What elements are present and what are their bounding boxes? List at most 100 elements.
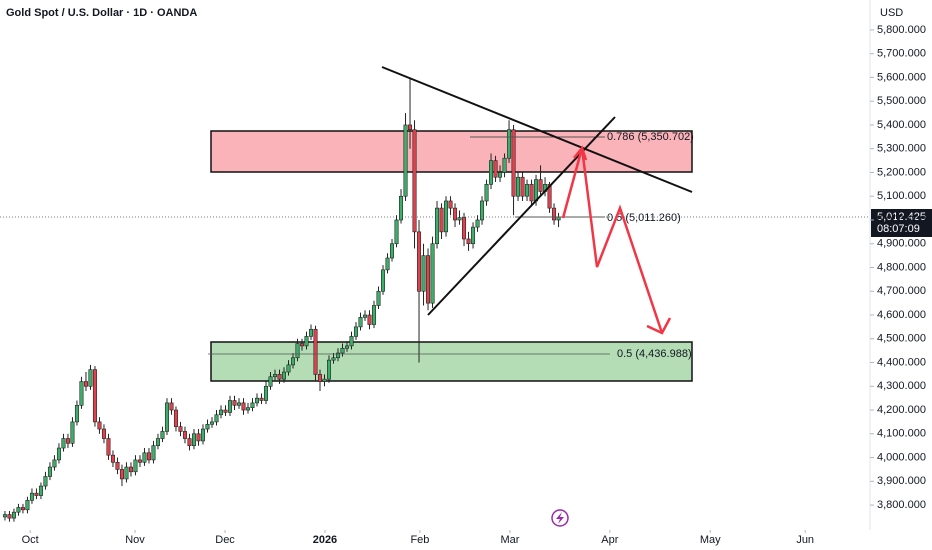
arrow-head xyxy=(573,145,588,161)
candle-body xyxy=(327,359,332,380)
candle-body xyxy=(106,438,111,456)
candle-body xyxy=(529,184,534,202)
y-tick-label: 5,200.000 xyxy=(877,166,926,178)
candle-body xyxy=(556,216,561,221)
candle-body xyxy=(507,129,512,159)
candle-body xyxy=(502,157,507,173)
candle-body xyxy=(471,226,476,245)
candle-body xyxy=(34,492,39,496)
candle-body xyxy=(358,317,363,328)
projection-arrow xyxy=(561,147,664,334)
candle-body xyxy=(115,461,120,470)
candle-body xyxy=(525,184,530,197)
candle-body xyxy=(182,431,187,439)
candle-body xyxy=(426,255,431,304)
y-tick-label: 4,900.000 xyxy=(877,238,926,250)
candle-body xyxy=(462,217,467,240)
candle-body xyxy=(254,397,259,404)
candle-body xyxy=(124,466,129,480)
candle-body xyxy=(534,179,539,202)
candle-body xyxy=(480,200,485,221)
candle-body xyxy=(336,352,341,359)
y-tick-label: 5,400.000 xyxy=(877,119,926,131)
candle-body xyxy=(295,343,300,359)
candle-body xyxy=(74,404,79,423)
y-tick-label: 4,500.000 xyxy=(877,333,926,345)
y-tick-label: 5,500.000 xyxy=(877,95,926,107)
candle-body xyxy=(322,378,327,382)
candle-body xyxy=(286,364,291,373)
x-tick-label: Apr xyxy=(601,534,618,546)
y-tick-label: 5,100.000 xyxy=(877,190,926,202)
candle-body xyxy=(291,357,296,366)
x-tick-label: Oct xyxy=(22,534,39,546)
candle-body xyxy=(169,402,174,411)
candle-body xyxy=(340,347,345,354)
x-tick-label: Feb xyxy=(410,534,429,546)
candle-body xyxy=(516,176,521,197)
candle-body xyxy=(241,402,246,411)
candle-body xyxy=(164,402,169,432)
candle-body xyxy=(421,255,426,292)
candle-body xyxy=(20,507,25,511)
candle-body xyxy=(403,124,408,197)
fib-label: 0.5 (4,436.988) xyxy=(617,348,692,360)
candle-body xyxy=(493,160,498,178)
candle-body xyxy=(88,369,93,387)
candle-body xyxy=(151,445,156,461)
candle-body xyxy=(47,466,52,477)
y-tick-label: 4,400.000 xyxy=(877,356,926,368)
candle-body xyxy=(318,374,323,382)
candle-body xyxy=(187,438,192,446)
candle-body xyxy=(133,459,138,473)
y-tick-label: 4,800.000 xyxy=(877,261,926,273)
candle-body xyxy=(484,184,489,202)
candle-body xyxy=(101,428,106,439)
candle-body xyxy=(511,129,516,197)
candle-body xyxy=(25,500,30,511)
x-tick-label: Dec xyxy=(215,534,235,546)
y-tick-label: 4,100.000 xyxy=(877,428,926,440)
candle-body xyxy=(354,326,359,337)
candle-body xyxy=(300,343,305,347)
candle-body xyxy=(205,423,210,430)
y-tick-label: 3,900.000 xyxy=(877,475,926,487)
candle-body xyxy=(263,385,268,401)
candle-body xyxy=(381,269,386,292)
y-tick-label: 5,800.000 xyxy=(877,24,926,36)
candle-body xyxy=(412,129,417,233)
candle-body xyxy=(218,409,223,416)
candle-body xyxy=(309,328,314,337)
candle-body xyxy=(363,314,368,318)
candle-body xyxy=(547,184,552,209)
candle-body xyxy=(435,207,440,245)
countdown: 08:07:09 xyxy=(877,223,920,235)
candle-body xyxy=(520,176,525,197)
y-tick-label: 4,200.000 xyxy=(877,404,926,416)
candle-body xyxy=(277,374,282,380)
x-tick-label: Jun xyxy=(796,534,814,546)
arrow-head xyxy=(646,317,672,335)
candle-body xyxy=(367,314,372,325)
candle-body xyxy=(38,485,43,496)
candle-body xyxy=(453,207,458,221)
candle-body xyxy=(142,452,147,463)
resistance-zone xyxy=(210,130,693,173)
candle-body xyxy=(119,469,124,480)
candle-body xyxy=(65,438,70,444)
y-tick-label: 4,600.000 xyxy=(877,309,926,321)
candle-body xyxy=(331,357,336,361)
candle-body xyxy=(281,371,286,380)
y-tick-label: 5,000.000 xyxy=(877,214,926,226)
candle-body xyxy=(196,433,201,442)
candle-body xyxy=(56,447,61,461)
candle-body xyxy=(394,219,399,245)
candle-body xyxy=(313,328,318,375)
candle-body xyxy=(417,231,422,292)
last-price-label: 5,012.425 xyxy=(877,211,926,223)
candle-body xyxy=(29,492,34,501)
candle-body xyxy=(227,400,232,413)
candle-body xyxy=(70,421,75,444)
last-price-tag xyxy=(871,209,932,237)
